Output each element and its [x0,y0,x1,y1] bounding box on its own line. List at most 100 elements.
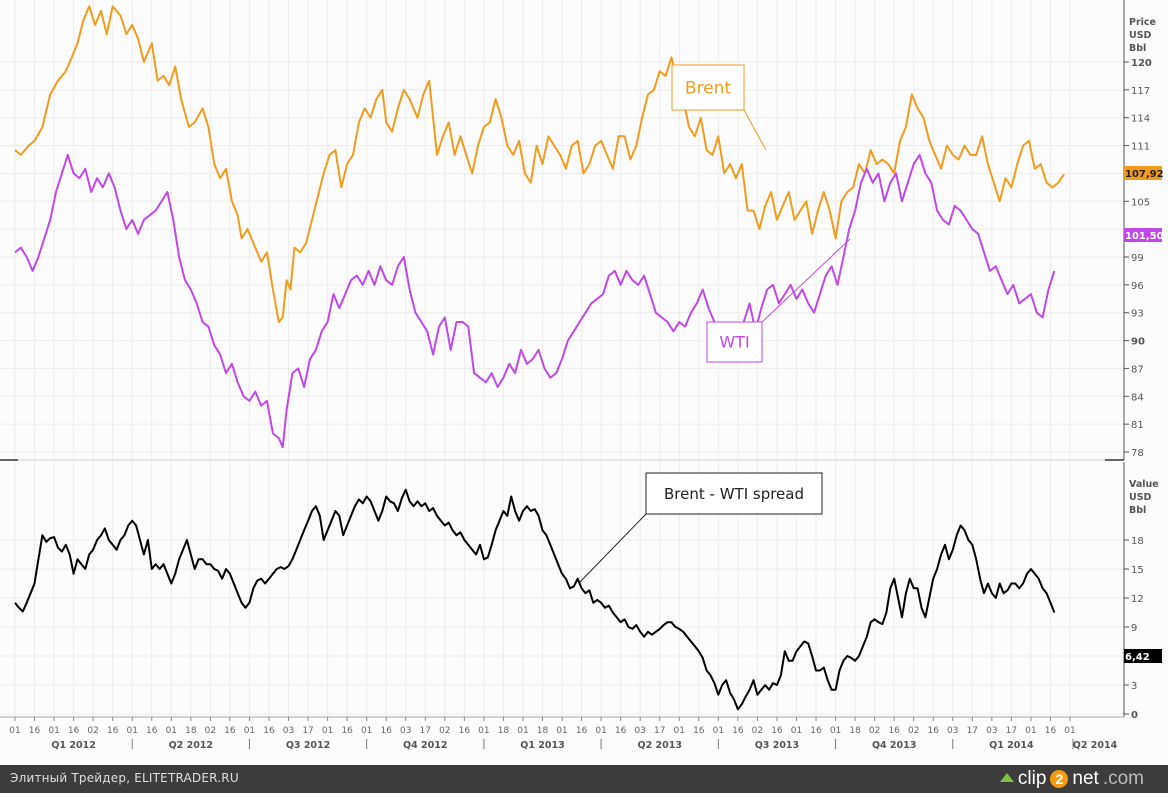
x-tick-label: 16 [146,726,158,736]
spread-annotation-leader-line [579,513,647,583]
x-tick-label: 16 [888,726,900,736]
x-tick-label: 16 [341,726,353,736]
x-tick-label: 18 [498,726,510,736]
x-tick-label: 16 [380,726,392,736]
spread-last-value-badge [1124,649,1162,663]
bottom-axis-title: USD [1129,492,1152,503]
x-tick-label: 17 [420,726,431,736]
x-tick-label: 03 [947,726,958,736]
y-tick-label: 3 [1131,681,1137,692]
logo-com-text: .com [1102,768,1144,789]
logo-clip-text: clip [1017,768,1047,789]
chart-background [0,0,1168,765]
top-axis-title: USD [1129,30,1152,41]
x-tick-label: 17 [654,726,665,736]
x-tick-label: 17 [302,726,313,736]
series-layer [14,5,1065,711]
series-line-brent-wti-spread [14,488,1056,711]
y-tick-label: 120 [1131,58,1152,69]
x-quarter-label: Q1 2012 [51,740,95,751]
x-tick-label: 01 [713,726,724,736]
x-tick-label: 01 [322,726,333,736]
x-tick-label: 16 [224,726,236,736]
x-quarter-label: Q1 2014 [989,740,1034,751]
x-tick-label: 02 [869,726,880,736]
wti-last-value-badge-label: 101,50 [1125,231,1164,242]
x-tick-label: 03 [986,726,997,736]
series-line-wti [14,153,1056,449]
x-quarter-label: Q2 2012 [169,740,213,751]
x-tick-label: 01 [48,726,59,736]
axes-layer: 7881848790939699105111114117120039121518… [0,0,1164,751]
x-tick-label: 01 [517,726,528,736]
y-tick-label: 84 [1131,392,1144,403]
spread-annotation-text: Brent - WTI spread [664,485,804,503]
x-tick-label: 16 [107,726,119,736]
x-tick-label: 18 [537,726,549,736]
x-tick-label: 16 [1045,726,1057,736]
brent-annotation-box [671,64,745,111]
logo-two-badge: 2 [1050,770,1069,788]
annotations-layer: Brent WTI Brent - WTI spread [579,64,851,583]
x-tick-label: 16 [810,726,822,736]
upload-arrow-icon [999,772,1014,782]
x-tick-label: 01 [1025,726,1036,736]
y-tick-label: 96 [1131,281,1144,292]
x-tick-label: 01 [478,726,489,736]
spread-last-value-badge-label: 6,42 [1125,652,1150,663]
y-tick-label: 93 [1131,309,1144,320]
x-tick-label: 01 [126,726,137,736]
y-tick-label: 78 [1131,448,1144,459]
brent-last-value-badge [1124,166,1162,180]
y-tick-label: 114 [1131,114,1150,125]
y-tick-label: 99 [1131,253,1144,264]
y-tick-label: 111 [1131,142,1150,153]
clip2net-logo[interactable]: clip 2 net .com [999,768,1144,790]
top-axis-title: Price [1129,17,1156,28]
x-tick-label: 03 [400,726,411,736]
source-text: Элитный Трейдер, ELITETRADER.RU [10,771,239,785]
x-tick-label: 16 [29,726,41,736]
y-tick-label: 90 [1131,337,1145,348]
footer-bar: Элитный Трейдер, ELITETRADER.RU clip 2 net… [0,765,1168,793]
x-tick-label: 02 [439,726,450,736]
x-quarter-label: Q2 2013 [638,740,682,751]
x-tick-label: 01 [244,726,255,736]
brent-last-value-badge-label: 107,92 [1125,169,1164,180]
x-quarter-label: Q2 2014 [1073,740,1118,751]
top-panel-grid [0,0,1124,460]
x-tick-label: 01 [791,726,802,736]
x-tick-label: 01 [361,726,372,736]
y-tick-label: 0 [1131,710,1138,721]
y-tick-label: 87 [1131,364,1144,375]
y-tick-label: 81 [1131,420,1144,431]
x-tick-label: 03 [283,726,294,736]
x-tick-label: 03 [634,726,645,736]
x-quarter-label: Q3 2013 [755,740,799,751]
x-tick-label: 16 [615,726,627,736]
x-tick-label: 01 [830,726,841,736]
top-axis-title: Bbl [1129,43,1146,54]
x-tick-label: 16 [693,726,705,736]
x-tick-label: 01 [1064,726,1075,736]
spread-annotation-box [645,472,823,515]
wti-annotation-text: WTI [719,333,749,352]
x-quarter-label: Q4 2012 [403,740,447,751]
x-tick-label: 01 [9,726,20,736]
bottom-axis-title: Bbl [1129,505,1146,516]
x-tick-label: 01 [166,726,177,736]
x-quarter-label: Q1 2013 [520,740,564,751]
x-tick-label: 16 [68,726,80,736]
x-tick-label: 02 [908,726,919,736]
wti-last-value-badge [1124,228,1162,242]
y-tick-label: 9 [1131,623,1137,634]
y-tick-label: 15 [1131,565,1144,576]
x-tick-label: 01 [556,726,567,736]
x-tick-label: 16 [771,726,783,736]
x-tick-label: 02 [87,726,98,736]
x-tick-label: 02 [205,726,216,736]
x-tick-label: 18 [849,726,861,736]
x-tick-label: 02 [752,726,763,736]
brent-annotation-text: Brent [685,78,732,98]
chart-area: 7881848790939699105111114117120039121518… [0,0,1168,765]
